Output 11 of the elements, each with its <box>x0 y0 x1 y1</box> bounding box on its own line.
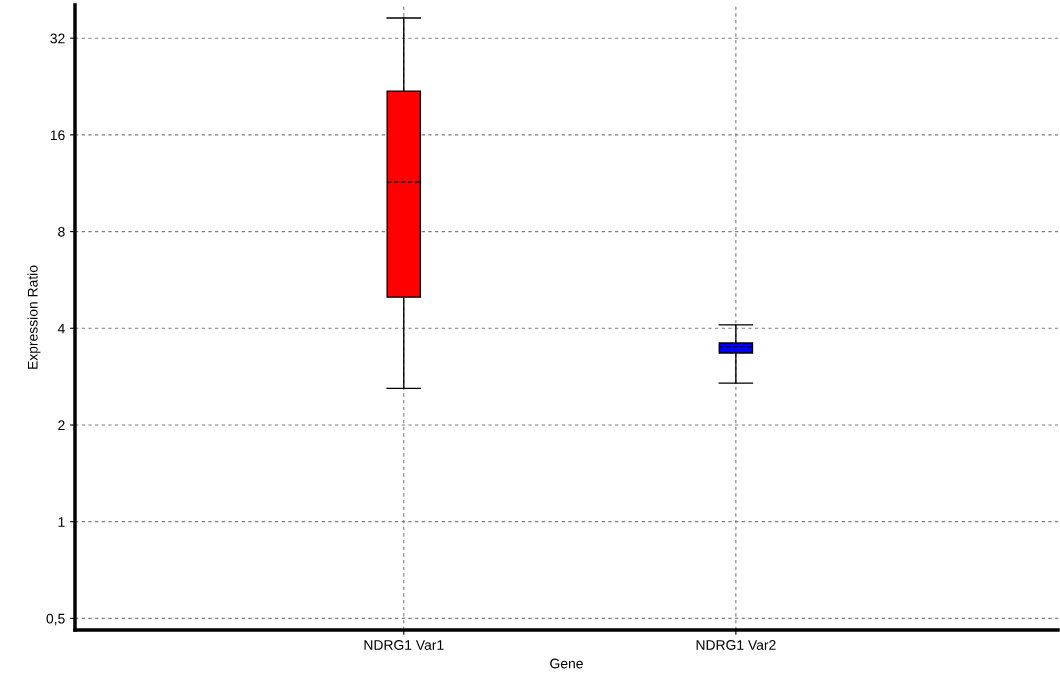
y-tick-label: 1 <box>58 517 65 527</box>
y-tick-label: 0,5 <box>46 613 65 626</box>
y-axis-title: Expression Ratio <box>27 265 41 369</box>
y-tick-label: 32 <box>50 33 65 44</box>
x-axis-title: Gene <box>550 658 583 669</box>
y-tick-label: 2 <box>58 420 65 431</box>
y-tick-label: 8 <box>58 226 65 237</box>
y-tick-label: 4 <box>57 323 65 334</box>
y-tick-label: 16 <box>50 130 65 141</box>
x-tick-label: NDRG1 Var2 <box>696 640 776 650</box>
x-tick-label: NDRG1 Var1 <box>364 640 444 650</box>
